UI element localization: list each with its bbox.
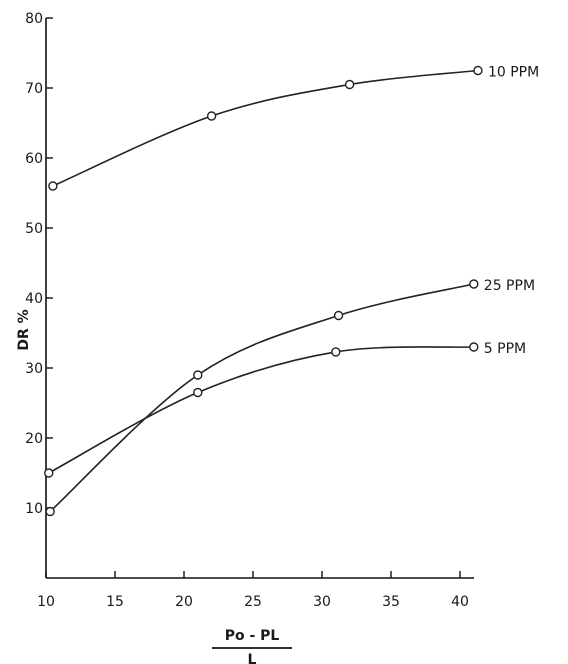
data-point-25-ppm [333, 310, 344, 321]
y-tick-label: 60 [25, 151, 43, 167]
y-axis-label: DR % [16, 309, 32, 350]
data-point-10-ppm [206, 111, 217, 121]
data-point-10-ppm [473, 65, 483, 76]
x-tick-label: 30 [313, 594, 331, 610]
data-point-5-ppm [193, 387, 203, 398]
series-label-25-ppm: 25 PPM [484, 278, 535, 294]
data-point-25-ppm [193, 370, 203, 380]
x-tick-label: 10 [37, 594, 55, 610]
y-tick-label: 40 [25, 291, 43, 307]
y-tick-label: 70 [25, 81, 43, 97]
series-curves [48, 69, 479, 513]
series-markers [44, 65, 483, 517]
series-line-5-ppm [48, 346, 474, 474]
data-point-10-ppm [48, 181, 58, 191]
data-point-5-ppm [469, 342, 479, 352]
data-point-5-ppm [331, 347, 341, 357]
x-tick-label: 25 [244, 594, 262, 610]
data-point-25-ppm [45, 506, 55, 517]
ticks: 10 20 30 40 50 60 70 80 10 15 20 25 30 35 40 [25, 11, 469, 610]
y-tick-label: 30 [25, 361, 43, 377]
x-axis-label-numerator: Po - PL [225, 628, 280, 644]
data-point-25-ppm [469, 279, 479, 289]
data-point-5-ppm [44, 468, 54, 478]
y-tick-label: 10 [25, 501, 43, 517]
series-line-10-ppm [52, 69, 479, 187]
x-tick-label: 35 [382, 594, 400, 610]
series-labels: 10 PPM 25 PPM 5 PPM [484, 65, 539, 358]
x-tick-label: 40 [451, 594, 469, 610]
x-tick-label: 15 [106, 594, 124, 610]
y-tick-label: 80 [25, 11, 43, 27]
series-line-25-ppm [49, 283, 474, 513]
x-axis-label-denominator: L [248, 652, 257, 664]
y-tick-label: 20 [25, 431, 43, 447]
data-point-10-ppm [344, 79, 355, 90]
series-label-10-ppm: 10 PPM [488, 65, 539, 81]
x-tick-label: 20 [175, 594, 193, 610]
series-label-5-ppm: 5 PPM [484, 341, 526, 357]
y-tick-label: 50 [25, 221, 43, 237]
